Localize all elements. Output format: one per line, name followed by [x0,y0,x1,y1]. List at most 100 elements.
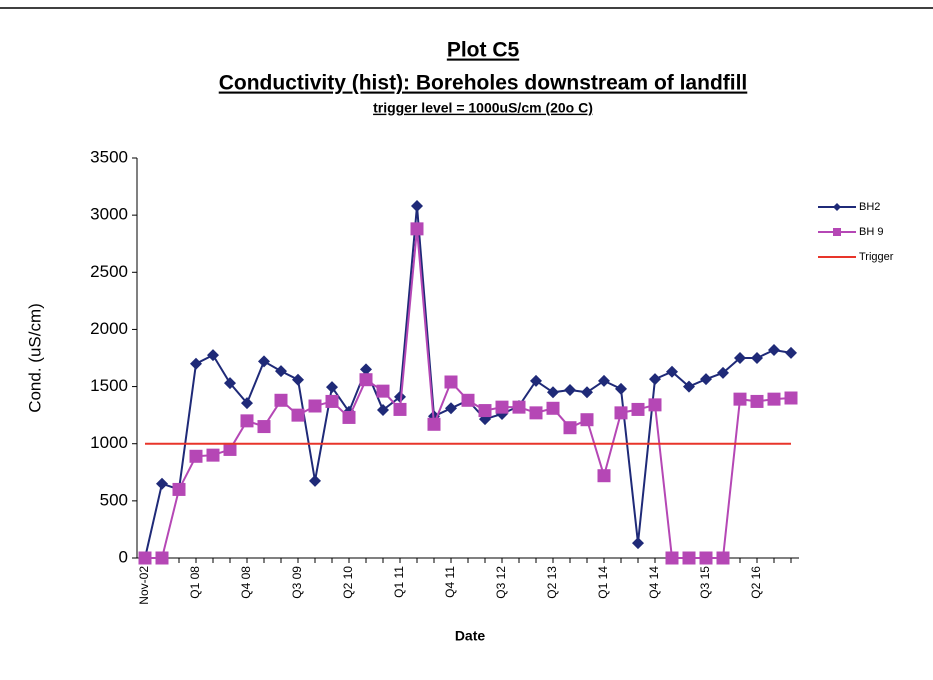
marker [564,384,576,396]
x-tick-label: Q1 08 [188,566,202,599]
marker [581,386,593,399]
series-line [144,205,792,559]
marker [580,413,594,427]
y-tick-label: 3500 [90,147,128,166]
legend-label: BH2 [859,201,880,213]
marker [665,551,679,565]
marker [666,365,678,378]
marker [360,363,372,376]
marker [614,406,628,420]
marker [547,386,559,399]
marker [750,394,764,408]
marker [156,477,168,490]
marker [326,381,338,394]
marker [700,373,712,386]
marker [512,400,526,414]
y-tick-label: 2000 [90,319,128,338]
marker [683,380,695,393]
marker [172,482,186,496]
x-tick-label: Q3 15 [698,566,712,599]
x-tick-label: Nov-02 [137,566,151,605]
marker [138,551,152,565]
marker [751,352,763,364]
marker [240,414,254,428]
x-tick-label: Q2 10 [341,566,355,599]
x-tick-label: Q2 13 [545,566,559,599]
marker [241,397,253,410]
legend-marker [833,228,841,236]
marker [291,408,305,422]
marker [325,394,339,408]
x-tick-label: Q1 14 [596,566,610,599]
x-tick-label: Q1 11 [392,566,406,598]
marker [733,392,747,406]
marker [649,373,661,386]
marker [563,421,577,435]
series-line [145,228,792,559]
marker [717,366,729,379]
marker [207,349,219,362]
marker [615,382,627,395]
marker [716,551,730,565]
marker [631,402,645,416]
marker [445,402,457,415]
legend-label: Trigger [859,251,894,263]
y-tick-label: 3000 [90,205,128,224]
marker [632,537,644,550]
marker [784,391,798,405]
marker [190,357,202,370]
chart-subtitle: Conductivity (hist): Boreholes downstrea… [219,72,748,95]
annotation: trigger level = 1000uS/cm (20o C) [373,100,593,116]
marker [223,442,237,456]
marker [257,420,271,434]
marker [359,373,373,387]
marker [410,222,424,236]
marker [478,404,492,418]
x-axis-label: Date [455,628,486,644]
marker [393,402,407,416]
marker [495,400,509,414]
x-tick-label: Q2 16 [749,566,763,599]
marker [768,344,780,356]
marker [377,404,389,416]
x-tick-label: Q4 11 [443,566,457,598]
marker [598,374,610,387]
marker [155,551,169,565]
marker [189,449,203,463]
marker [529,406,543,420]
y-tick-label: 500 [100,490,128,509]
y-tick-label: 1000 [90,433,128,452]
marker [206,448,220,462]
x-tick-label: Q3 12 [494,566,508,599]
x-tick-label: Q3 09 [290,566,304,599]
x-tick-label: Q4 08 [239,566,253,599]
legend-label: BH 9 [859,226,883,238]
y-tick-label: 2500 [90,262,128,281]
marker [682,551,696,565]
marker [274,393,288,407]
y-tick-label: 0 [119,547,128,566]
chart-title: Plot C5 [447,39,520,62]
marker [530,374,542,387]
marker [734,352,746,364]
marker [292,373,304,386]
marker [597,469,611,483]
marker [376,384,390,398]
marker [648,398,662,412]
marker [427,417,441,431]
legend-marker [833,203,841,211]
y-axis-label: Cond. (uS/cm) [25,303,44,413]
marker [258,355,270,368]
marker [308,399,322,413]
marker [309,474,321,487]
marker [444,375,458,389]
marker [224,377,236,390]
marker [461,393,475,407]
y-tick-label: 1500 [90,376,128,395]
x-tick-label: Q4 14 [647,566,661,599]
marker [342,410,356,424]
marker [394,390,406,403]
marker [275,365,287,378]
marker [546,401,560,415]
